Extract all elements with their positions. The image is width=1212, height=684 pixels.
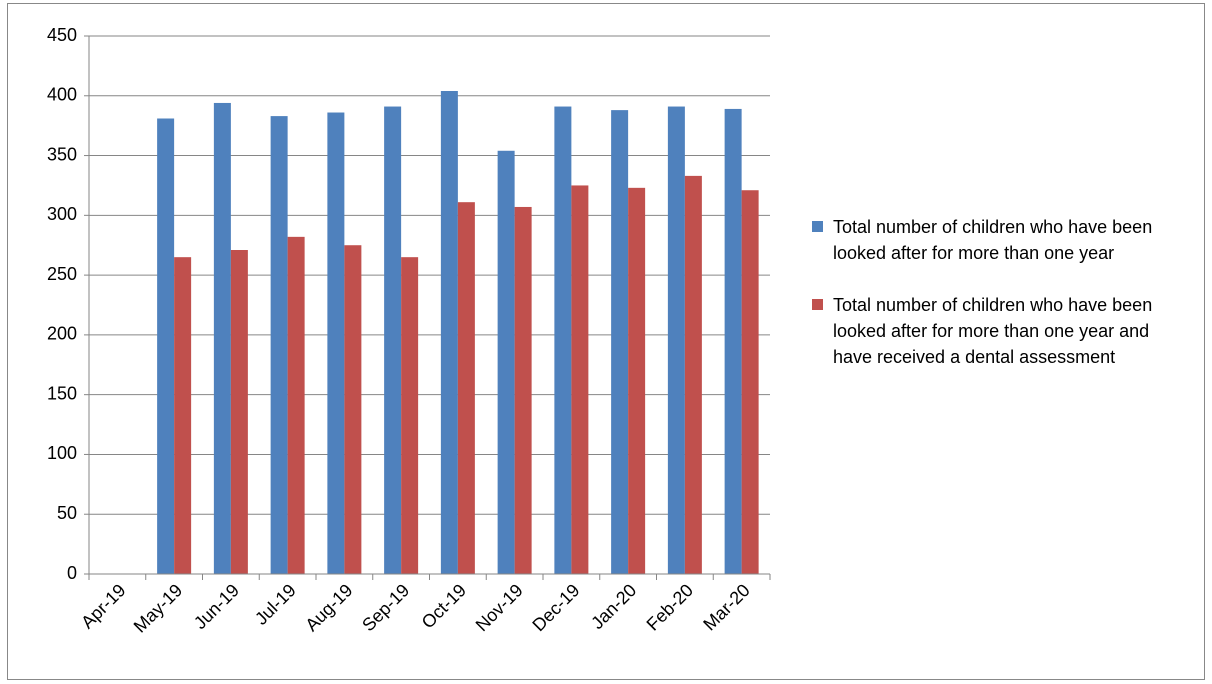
bar (514, 206, 532, 574)
bar (497, 150, 515, 575)
chart-border (7, 3, 1205, 680)
x-tick-label: Apr-19 (77, 580, 129, 632)
bar (213, 102, 231, 574)
x-tick-label: Jun-19 (190, 580, 243, 633)
legend-item: Total number of children who have been l… (812, 292, 1182, 370)
bar (270, 116, 288, 574)
bar (384, 106, 402, 574)
legend-swatch (812, 299, 823, 310)
bar (611, 110, 629, 574)
legend-item: Total number of children who have been l… (812, 214, 1182, 266)
bar (174, 257, 192, 574)
y-tick-label: 250 (47, 264, 77, 284)
x-tick-label: Dec-19 (528, 580, 583, 635)
bar (344, 245, 362, 574)
bar (741, 190, 759, 574)
y-tick-label: 350 (47, 144, 77, 164)
bar (457, 202, 475, 574)
y-tick-label: 450 (47, 25, 77, 45)
y-tick-label: 400 (47, 85, 77, 105)
bar (287, 236, 305, 574)
y-tick-label: 100 (47, 443, 77, 463)
bar (571, 185, 589, 574)
legend-label: Total number of children who have been l… (833, 295, 1153, 367)
bar (401, 257, 419, 574)
x-tick-label: Jul-19 (251, 580, 300, 629)
bar (554, 106, 572, 574)
bar (157, 118, 175, 574)
legend-swatch (812, 221, 823, 232)
bar (628, 187, 646, 574)
bar (327, 112, 345, 574)
x-tick-label: Aug-19 (301, 580, 356, 635)
x-tick-label: Nov-19 (472, 580, 527, 635)
x-tick-label: Mar-20 (699, 580, 753, 634)
y-tick-label: 50 (57, 503, 77, 523)
legend: Total number of children who have been l… (812, 214, 1182, 396)
bar (684, 175, 702, 574)
bar (440, 90, 458, 575)
y-tick-label: 0 (67, 563, 77, 583)
y-tick-label: 150 (47, 383, 77, 403)
x-tick-label: Sep-19 (358, 580, 413, 635)
x-tick-label: May-19 (130, 580, 187, 637)
bar (230, 250, 248, 574)
x-tick-label: Oct-19 (418, 580, 470, 632)
y-tick-label: 200 (47, 324, 77, 344)
x-tick-label: Jan-20 (587, 580, 640, 633)
x-tick-label: Feb-20 (643, 580, 697, 634)
y-tick-label: 300 (47, 204, 77, 224)
legend-label: Total number of children who have been l… (833, 217, 1153, 263)
bar (724, 108, 742, 574)
bar (667, 106, 685, 574)
